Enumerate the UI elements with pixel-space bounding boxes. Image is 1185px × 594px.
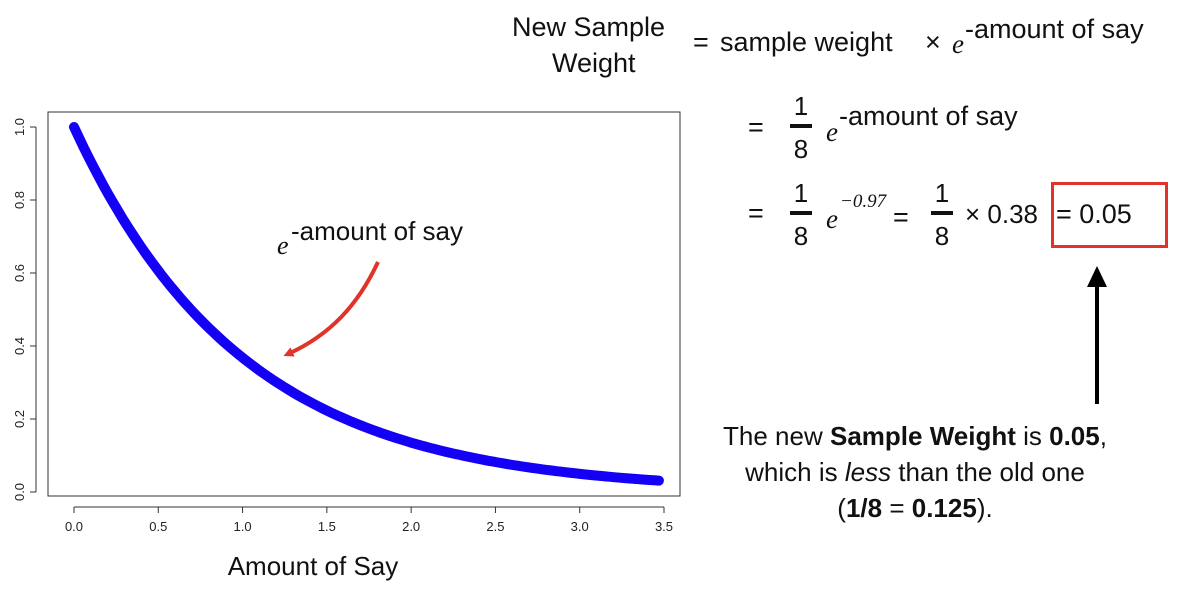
x-tick-label: 3.5 xyxy=(655,519,673,534)
x-tick-label: 1.0 xyxy=(234,519,252,534)
conclusion-part3: , xyxy=(1099,421,1107,451)
conclusion-bold2: 0.05 xyxy=(1049,421,1100,451)
curve-annotation: e -amount of say xyxy=(277,216,463,357)
eq2-fraction-bar xyxy=(790,124,812,128)
annotation-base: e xyxy=(277,231,289,260)
x-tick-label: 0.5 xyxy=(149,519,167,534)
conclusion-line3: (1/8 = 0.125). xyxy=(650,490,1180,526)
y-tick-label: 1.0 xyxy=(12,118,27,136)
conclusion-line3-open: ( xyxy=(837,493,846,523)
y-tick-label: 0.8 xyxy=(12,191,27,209)
conclusion-bold1: Sample Weight xyxy=(829,421,1016,451)
result-highlight-box xyxy=(1051,182,1168,248)
x-tick-label: 2.0 xyxy=(402,519,420,534)
x-axis: 0.0 0.5 1.0 1.5 2.0 2.5 3.0 3.5 xyxy=(65,506,673,534)
y-tick-label: 0.0 xyxy=(12,483,27,501)
eq3-numerator2: 1 xyxy=(934,178,950,208)
conclusion-line2-a: which is xyxy=(745,457,845,487)
conclusion-part2: is xyxy=(1015,421,1050,451)
y-tick-label: 0.6 xyxy=(12,264,27,282)
conclusion-line2-b: than the old one xyxy=(891,457,1085,487)
conclusion-line2: which is less than the old one xyxy=(650,454,1180,490)
conclusion-line3-close: ). xyxy=(976,493,993,523)
conclusion-text: The new Sample Weight is 0.05, which is … xyxy=(650,418,1180,526)
eq2-base: e xyxy=(826,117,838,147)
annotation-exponent: -amount of say xyxy=(291,216,463,246)
conclusion-line3-bold2: 0.125 xyxy=(911,493,977,523)
annotation-arrow xyxy=(283,261,380,357)
eq3-exponent: −0.97 xyxy=(840,191,887,212)
eq2-exponent: -amount of say xyxy=(839,101,1018,131)
eq1-exponent: -amount of say xyxy=(965,14,1144,44)
eq2-numerator: 1 xyxy=(793,91,809,121)
eq3-fraction-bar xyxy=(790,211,812,215)
eq3-base: e xyxy=(826,204,838,234)
eq2-equals: = xyxy=(748,112,764,142)
eq3-fraction-bar2 xyxy=(931,211,953,215)
conclusion-line3-eq: = xyxy=(882,493,912,523)
eq1-base: e xyxy=(952,29,964,59)
y-axis: 0.0 0.2 0.4 0.6 0.8 1.0 xyxy=(12,118,37,501)
eq3-times-value: × 0.38 xyxy=(965,199,1039,229)
eq3-result: = 0.05 xyxy=(1056,199,1132,229)
x-tick-label: 1.5 xyxy=(318,519,336,534)
y-tick-label: 0.2 xyxy=(12,410,27,428)
conclusion-line1: The new Sample Weight is 0.05, xyxy=(650,418,1180,454)
eq2-denominator: 8 xyxy=(793,134,809,164)
x-axis-label: Amount of Say xyxy=(228,551,399,581)
pointer-arrow xyxy=(1087,266,1107,404)
y-tick-label: 0.4 xyxy=(12,337,27,355)
eq3-denominator: 8 xyxy=(793,221,809,251)
conclusion-line3-bold1: 1/8 xyxy=(845,493,883,523)
eq3-numerator: 1 xyxy=(793,178,809,208)
x-tick-label: 2.5 xyxy=(486,519,504,534)
lhs-line1: New Sample xyxy=(512,12,666,42)
eq3-equals: = xyxy=(748,198,764,228)
eq3-denominator2: 8 xyxy=(934,221,950,251)
conclusion-line2-italic: less xyxy=(844,457,892,487)
lhs-line2: Weight xyxy=(552,48,636,78)
decay-curve xyxy=(69,122,664,486)
eq1-text: sample weight xyxy=(720,27,893,57)
x-tick-label: 3.0 xyxy=(571,519,589,534)
eq1-times: × xyxy=(925,27,941,57)
eq3-equals2: = xyxy=(893,202,909,232)
plot-frame xyxy=(47,111,681,497)
x-tick-label: 0.0 xyxy=(65,519,83,534)
eq1-equals: = xyxy=(693,27,709,57)
conclusion-part1: The new xyxy=(723,421,830,451)
